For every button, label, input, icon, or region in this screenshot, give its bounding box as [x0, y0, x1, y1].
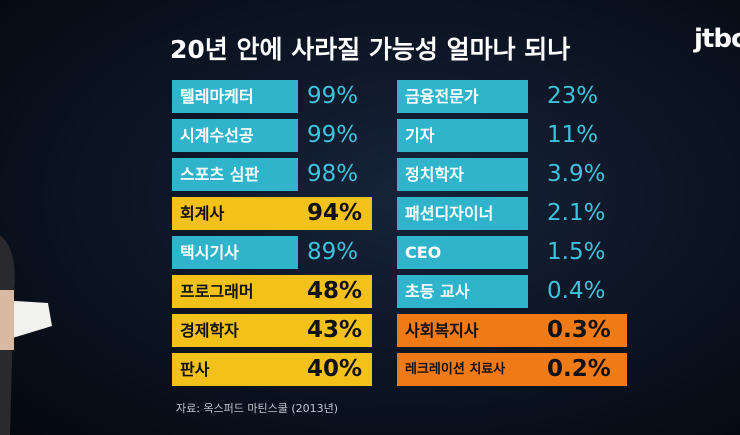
item-value: 98%	[307, 161, 359, 187]
item-label: 텔레마케터	[180, 87, 254, 106]
item-label: 경제학자	[180, 321, 239, 340]
item-value: 0.3%	[547, 317, 611, 343]
item-box: 금융전문가	[397, 80, 528, 113]
item-box: 패션디자이너	[397, 197, 528, 230]
item-label: 시계수선공	[180, 126, 254, 145]
item-label: 초등 교사	[405, 282, 470, 301]
item-value: 2.1%	[547, 200, 606, 226]
item-box: 스포츠 심판	[172, 158, 298, 191]
source: 자료: 옥스퍼드 마틴스쿨 (2013년)	[176, 402, 339, 415]
item-box: 회계사	[172, 197, 372, 230]
item-box: 레크레이션 치료사	[397, 353, 627, 386]
item-label: 프로그래머	[180, 282, 254, 301]
item-value: 23%	[547, 83, 599, 109]
item-box: 판사	[172, 353, 372, 386]
item-label: 기자	[405, 126, 435, 145]
item-label: 패션디자이너	[405, 204, 494, 223]
item-box: 초등 교사	[397, 275, 528, 308]
item-label: CEO	[405, 243, 442, 262]
item-box: 사회복지사	[397, 314, 627, 347]
item-label: 택시기사	[180, 243, 239, 262]
item-label: 스포츠 심판	[180, 165, 260, 184]
item-value: 89%	[307, 239, 359, 265]
item-box: 시계수선공	[172, 119, 298, 152]
item-value: 3.9%	[547, 161, 606, 187]
item-label: 레크레이션 치료사	[405, 362, 506, 377]
item-value: 99%	[307, 83, 359, 109]
item-value: 99%	[307, 122, 359, 148]
item-box: CEO	[397, 236, 528, 269]
item-value: 0.2%	[547, 356, 611, 382]
item-box: 기자	[397, 119, 528, 152]
presenter	[0, 235, 52, 435]
title: 20년 안에 사라질 가능성 얼마나 되나	[170, 35, 571, 64]
item-label: 판사	[180, 360, 210, 379]
item-label: 금융전문가	[405, 87, 479, 106]
item-value: 40%	[307, 356, 363, 382]
item-label: 회계사	[180, 204, 225, 223]
item-value: 11%	[547, 122, 599, 148]
item-value: 0.4%	[547, 278, 606, 304]
item-box: 프로그래머	[172, 275, 372, 308]
logo: jtbc	[694, 24, 740, 54]
item-box: 정치학자	[397, 158, 528, 191]
item-value: 1.5%	[547, 239, 606, 265]
item-value: 48%	[307, 278, 363, 304]
item-value: 43%	[307, 317, 363, 343]
item-box: 텔레마케터	[172, 80, 298, 113]
item-box: 택시기사	[172, 236, 298, 269]
item-box: 경제학자	[172, 314, 372, 347]
item-value: 94%	[307, 200, 363, 226]
item-label: 사회복지사	[405, 321, 479, 340]
item-label: 정치학자	[405, 165, 464, 184]
